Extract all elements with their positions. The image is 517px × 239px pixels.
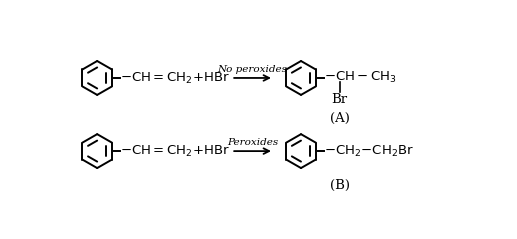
Text: $\mathsf{-CH{=}CH_2{+}HBr}$: $\mathsf{-CH{=}CH_2{+}HBr}$ [120,144,230,159]
Text: $\mathsf{-CH{=}CH_2{+}HBr}$: $\mathsf{-CH{=}CH_2{+}HBr}$ [120,71,230,86]
Text: (A): (A) [330,112,349,125]
Text: $\mathsf{-CH-CH_3}$: $\mathsf{-CH-CH_3}$ [324,70,397,85]
Text: $\mathsf{-CH_2{-}CH_2Br}$: $\mathsf{-CH_2{-}CH_2Br}$ [324,144,414,159]
Text: Peroxides: Peroxides [227,138,278,147]
Text: No peroxides: No peroxides [218,65,287,74]
Text: (B): (B) [330,179,349,192]
Text: Br: Br [332,93,348,106]
